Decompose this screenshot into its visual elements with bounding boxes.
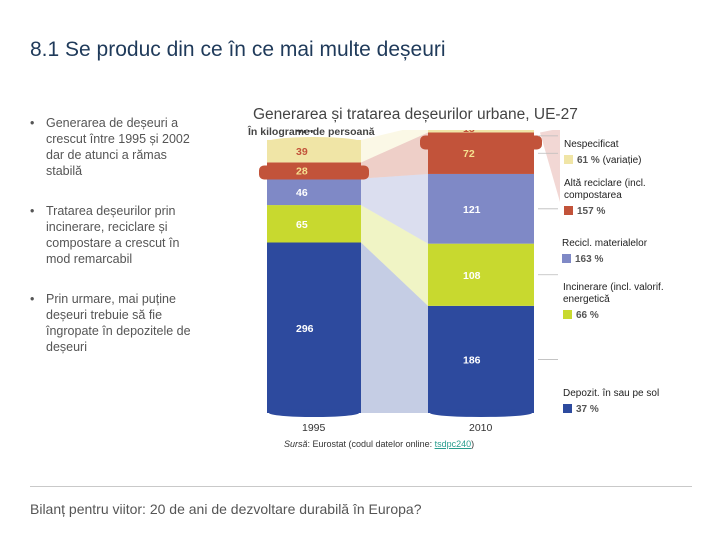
value-label: 108 xyxy=(463,270,481,282)
flow-band xyxy=(361,173,428,244)
source-prefix: Sursă xyxy=(284,439,308,449)
flow-band xyxy=(361,130,428,163)
legend-label: Nespecificat xyxy=(564,139,619,150)
legend-other-recycling: Altă reciclare (incl. compostarea 157 % xyxy=(564,178,684,218)
category-label: 2010 xyxy=(469,422,493,434)
bullet-text: Generarea de deșeuri a crescut între 199… xyxy=(46,116,190,178)
can-top xyxy=(267,136,361,147)
bar-segment xyxy=(267,178,361,206)
can-bottom xyxy=(269,409,359,417)
can-top xyxy=(451,130,511,131)
value-label: 15 xyxy=(463,130,475,135)
slide-title: 8.1 Se produc din ce în ce mai multe deș… xyxy=(30,38,446,61)
waste-chart: 29665462839474199518610812172155022010 xyxy=(259,130,560,434)
chart-title: Generarea și tratarea deșeurilor urbane,… xyxy=(253,106,578,123)
legend-swatch xyxy=(564,206,573,215)
bullet-item: • Tratarea deșeurilor prin incinerare, re… xyxy=(30,203,200,267)
value-label: 39 xyxy=(296,146,308,158)
legend-incineration: Incinerare (incl. valorif. energetică 66… xyxy=(563,282,688,322)
legend-label: Recicl. materialelor xyxy=(562,238,648,249)
legend-change: 66 % xyxy=(576,310,599,321)
flow-band xyxy=(361,132,428,179)
legend-label: Depozit. în sau pe sol xyxy=(563,388,660,399)
can-bottom xyxy=(430,409,532,417)
bar-segment xyxy=(428,305,534,413)
value-label: 121 xyxy=(463,204,481,216)
bullet-item: • Generarea de deșeuri a crescut între 19… xyxy=(30,115,200,179)
legend-change: 157 % xyxy=(577,206,606,217)
source-suffix: ) xyxy=(471,439,475,449)
legend-swatch xyxy=(562,254,571,263)
bullet-dot: • xyxy=(30,116,35,130)
bar-segment xyxy=(267,205,361,243)
value-label: 46 xyxy=(296,187,308,199)
source-text: : Eurostat (codul datelor online: xyxy=(307,439,435,449)
legend-label: Incinerare (incl. valorif. energetică xyxy=(563,282,664,305)
can-lid xyxy=(259,165,369,180)
legend-change: 163 % xyxy=(575,254,604,265)
legend-change-note: (variație) xyxy=(602,155,642,166)
value-label: 28 xyxy=(296,166,308,178)
source-link[interactable]: tsdpc240 xyxy=(434,439,472,449)
legend-swatch xyxy=(563,404,572,413)
value-label: 186 xyxy=(463,354,481,366)
bullet-text: Prin urmare, mai puține deșeuri trebuie … xyxy=(46,292,191,354)
flow-band xyxy=(540,130,560,202)
value-label: 65 xyxy=(296,219,308,231)
bar-segment xyxy=(428,243,534,306)
can-lid xyxy=(420,135,542,150)
bar-segment xyxy=(428,130,534,133)
flow-band xyxy=(361,242,428,413)
bullet-dot: • xyxy=(30,292,35,306)
source-note: Sursă: Eurostat (codul datelor online: t… xyxy=(284,439,474,449)
legend-landfill: Depozit. în sau pe sol 37 % xyxy=(563,388,659,416)
bar-segment xyxy=(428,173,534,244)
legend-label: Altă reciclare (incl. compostarea xyxy=(564,178,646,201)
bullet-text: Tratarea deșeurilor prin incinerare, rec… xyxy=(46,204,180,266)
legend-unspecified: Nespecificat 61 % (variație) xyxy=(564,139,641,167)
category-label: 1995 xyxy=(302,422,326,434)
value-label: 296 xyxy=(296,323,314,335)
chart-subtitle: În kilograme de persoană xyxy=(248,126,375,138)
legend-swatch xyxy=(563,310,572,319)
bullet-list: • Generarea de deșeuri a crescut între 19… xyxy=(30,115,200,379)
footer-divider xyxy=(30,486,692,487)
footer-text: Bilanț pentru viitor: 20 de ani de dezvo… xyxy=(30,501,422,517)
flow-band xyxy=(361,205,428,306)
legend-material-recycling: Recicl. materialelor 163 % xyxy=(562,238,647,266)
bar-segment xyxy=(267,242,361,413)
legend-change: 37 % xyxy=(576,404,599,415)
legend-swatch xyxy=(564,155,573,164)
total-label: 474 xyxy=(296,130,314,136)
legend-change: 61 % xyxy=(577,155,600,166)
bullet-dot: • xyxy=(30,204,35,218)
value-label: 72 xyxy=(463,148,475,160)
bullet-item: • Prin urmare, mai puține deșeuri trebuie… xyxy=(30,291,200,355)
